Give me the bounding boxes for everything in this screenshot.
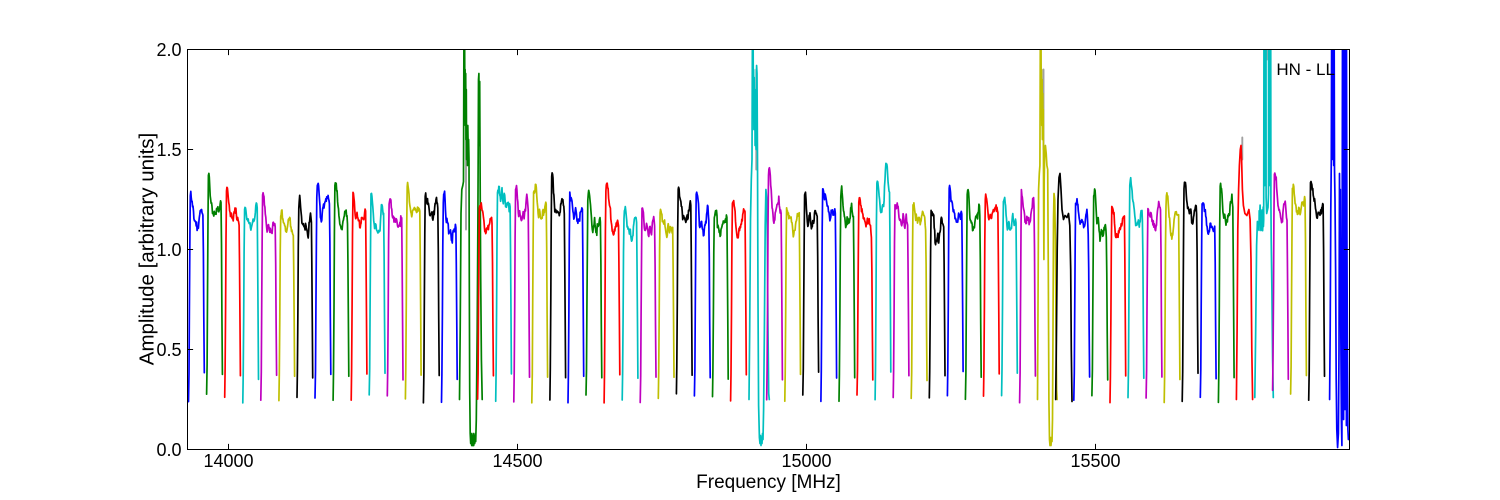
svg-text:2.0: 2.0 <box>156 40 181 60</box>
svg-text:14500: 14500 <box>492 451 542 471</box>
svg-text:14000: 14000 <box>203 451 253 471</box>
svg-text:1.5: 1.5 <box>156 140 181 160</box>
svg-text:Frequency [MHz]: Frequency [MHz] <box>696 472 841 493</box>
svg-text:Amplitude [arbitrary units]: Amplitude [arbitrary units] <box>136 133 159 365</box>
svg-text:HN - LL: HN - LL <box>1276 60 1335 79</box>
svg-text:15000: 15000 <box>781 451 831 471</box>
svg-text:0.0: 0.0 <box>156 440 181 460</box>
svg-text:1.0: 1.0 <box>156 240 181 260</box>
svg-text:15500: 15500 <box>1070 451 1120 471</box>
svg-text:0.5: 0.5 <box>156 340 181 360</box>
